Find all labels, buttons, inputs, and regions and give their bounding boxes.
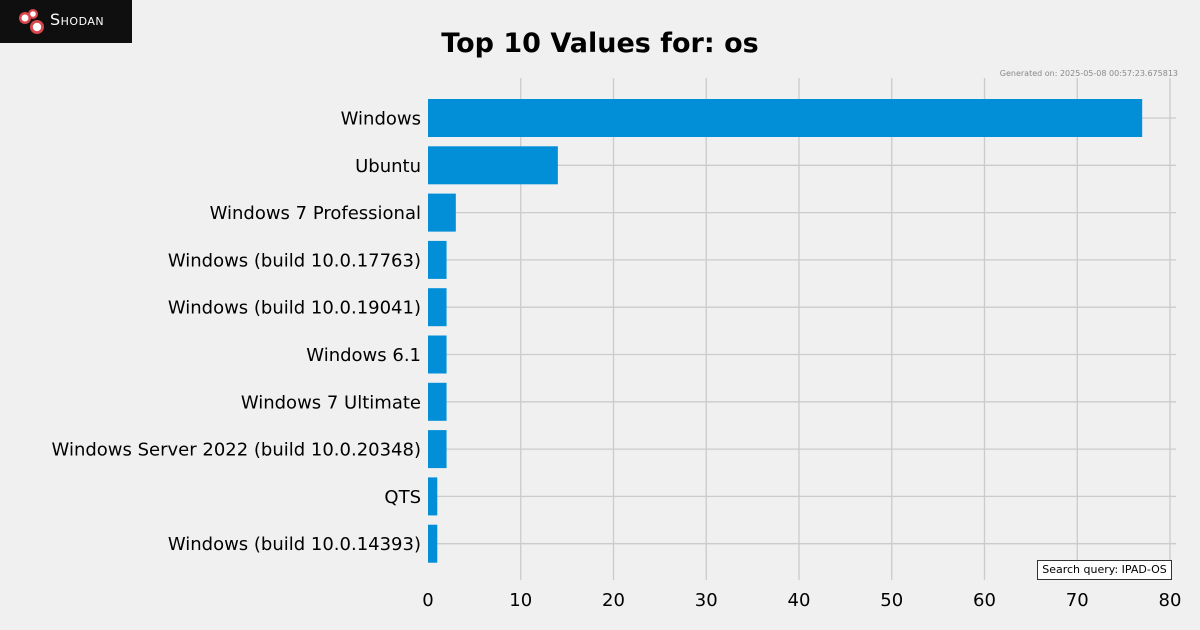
- x-tick-label: 70: [1066, 590, 1089, 611]
- category-label: Windows 7 Professional: [210, 203, 421, 224]
- category-labels: Windows Ubuntu Windows 7 Professional Windo…: [52, 109, 421, 556]
- category-label: Windows (build 10.0.19041): [168, 298, 421, 319]
- shodan-brand[interactable]: Shodan: [0, 0, 132, 43]
- bars: [428, 99, 1143, 563]
- category-label: Windows (build 10.0.14393): [168, 534, 421, 555]
- bar: [428, 430, 447, 469]
- category-label: Windows 7 Ultimate: [241, 392, 421, 413]
- x-tick-label: 20: [602, 590, 625, 611]
- bar: [428, 240, 447, 279]
- brand-name: Shodan: [50, 10, 105, 29]
- x-tick-labels: 0 10 20 30 40 50 60 70 80: [422, 590, 1181, 611]
- category-label: QTS: [384, 487, 421, 508]
- search-query-box: Search query: IPAD-OS: [1037, 560, 1172, 580]
- category-label: Ubuntu: [355, 156, 421, 177]
- bar: [428, 382, 447, 421]
- bar: [428, 524, 438, 563]
- category-label: Windows 6.1: [306, 345, 421, 366]
- bar: [428, 288, 447, 327]
- bar: [428, 477, 438, 516]
- x-tick-label: 50: [880, 590, 903, 611]
- x-tick-label: 40: [788, 590, 811, 611]
- bar: [428, 99, 1143, 137]
- category-label: Windows: [341, 109, 421, 130]
- category-label: Windows (build 10.0.17763): [168, 250, 421, 271]
- category-label: Windows Server 2022 (build 10.0.20348): [52, 440, 421, 461]
- x-tick-label: 0: [422, 590, 433, 611]
- chart-title: Top 10 Values for: os: [441, 28, 759, 59]
- bar: [428, 335, 447, 374]
- shodan-logo-icon: [19, 9, 44, 34]
- x-tick-label: 10: [509, 590, 532, 611]
- bar: [428, 146, 558, 185]
- bar: [428, 193, 456, 232]
- x-tick-label: 60: [973, 590, 996, 611]
- generated-timestamp: Generated on: 2025-05-08 00:57:23.675813: [999, 69, 1178, 78]
- x-tick-label: 80: [1159, 590, 1182, 611]
- x-tick-label: 30: [695, 590, 718, 611]
